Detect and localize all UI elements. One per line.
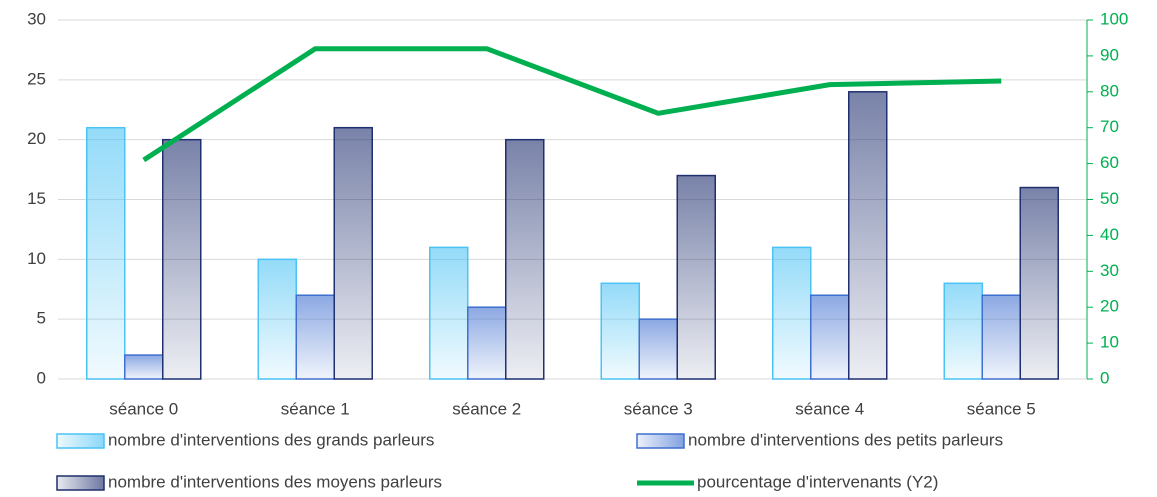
y2-tick-label: 30 [1100,261,1119,280]
y2-tick-label: 70 [1100,117,1119,136]
y2-tick-label: 50 [1100,189,1119,208]
bar [257,258,297,380]
y-tick-label: 20 [27,129,46,148]
legend-label: pourcentage d'intervenants (Y2) [697,472,938,491]
x-tick-label: séance 1 [281,399,350,418]
bar [467,306,507,380]
x-tick-label: séance 0 [109,399,178,418]
y-tick-label: 0 [37,368,46,387]
y-tick-label: 5 [37,309,46,328]
y2-tick-label: 60 [1100,153,1119,172]
legend-swatch [56,475,105,491]
bar [86,126,126,380]
y-tick-label: 30 [27,9,46,28]
x-tick-label: séance 3 [624,399,693,418]
bar [295,294,335,380]
legend-swatch [56,433,105,449]
bar [505,138,545,380]
y2-tick-label: 80 [1100,81,1119,100]
legend-label: nombre d'interventions des grands parleu… [108,430,434,449]
x-tick-label: séance 2 [452,399,521,418]
bar [333,126,373,380]
y2-tick-label: 10 [1100,333,1119,352]
y-tick-label: 10 [27,249,46,268]
x-tick-label: séance 4 [795,399,864,418]
bar [429,246,469,380]
bar [124,354,164,380]
bar [772,246,812,380]
line [142,46,1002,163]
x-tick-label: séance 5 [967,399,1036,418]
legend-label: nombre d'interventions des petits parleu… [688,430,1003,449]
y2-tick-label: 0 [1100,368,1109,387]
legend-label: nombre d'interventions des moyens parleu… [108,472,442,491]
bar [676,174,716,380]
bar [981,294,1021,380]
bar [1019,186,1059,380]
y2-tick-label: 90 [1100,45,1119,64]
y-tick-label: 15 [27,189,46,208]
legend-swatch [636,433,685,449]
bar [810,294,850,380]
y2-tick-label: 20 [1100,297,1119,316]
bar [600,282,640,380]
bar [638,318,678,380]
y-tick-label: 25 [27,69,46,88]
bar [848,91,888,380]
y2-tick-label: 40 [1100,225,1119,244]
bar [943,282,983,380]
bar [162,138,202,380]
y2-tick-label: 100 [1100,9,1128,28]
